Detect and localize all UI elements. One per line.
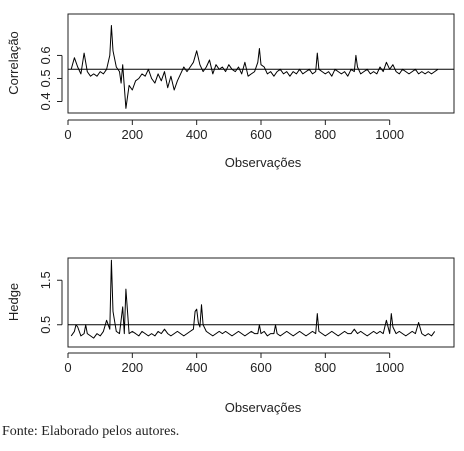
plot-frame xyxy=(67,13,455,114)
plot-frame xyxy=(67,257,455,348)
hedge-series-line xyxy=(70,259,436,339)
x-tick-label: 800 xyxy=(314,360,336,375)
x-tick-label: 600 xyxy=(250,360,272,375)
x-axis: 0 200 400 600 800 1000 xyxy=(64,352,404,375)
x-tick-label: 1000 xyxy=(375,360,404,375)
y-axis: 0.5 1.5 xyxy=(38,271,63,334)
y-tick-label: 0.4 xyxy=(38,92,53,110)
correlation-series-line xyxy=(70,25,439,109)
chart-hedge: 0.5 1.5 0 200 400 600 800 1000 Hedge Observaçõ… xyxy=(6,257,455,415)
chart-correlacao: 0.4 0.5 0.6 0 200 400 600 800 1000 Correlação O… xyxy=(6,13,455,170)
y-axis-label: Correlação xyxy=(6,31,21,95)
x-tick-label: 200 xyxy=(121,360,143,375)
x-tick-label: 0 xyxy=(64,127,71,142)
x-tick-label: 200 xyxy=(121,127,143,142)
x-tick-label: 600 xyxy=(250,127,272,142)
y-tick-label: 0.5 xyxy=(38,69,53,87)
source-note: Fonte: Elaborado pelos autores. xyxy=(2,424,180,439)
x-tick-label: 1000 xyxy=(375,127,404,142)
x-tick-label: 800 xyxy=(314,127,336,142)
x-axis-label: Observações xyxy=(225,155,302,170)
y-tick-label: 0.5 xyxy=(38,316,53,334)
y-tick-label: 1.5 xyxy=(38,271,53,289)
y-axis: 0.4 0.5 0.6 xyxy=(38,46,63,111)
y-axis-label: Hedge xyxy=(6,283,21,321)
y-tick-label: 0.6 xyxy=(38,46,53,64)
x-axis: 0 200 400 600 800 1000 xyxy=(64,119,404,142)
x-tick-label: 400 xyxy=(186,127,208,142)
x-axis-label: Observações xyxy=(225,400,302,415)
x-tick-label: 0 xyxy=(64,360,71,375)
x-tick-label: 400 xyxy=(186,360,208,375)
